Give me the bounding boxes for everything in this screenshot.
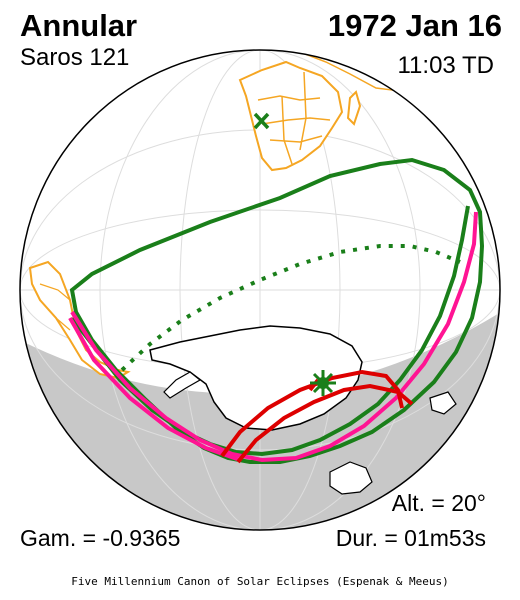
madagascar-land <box>346 90 362 126</box>
footer-credit: Five Millennium Canon of Solar Eclipses … <box>71 575 449 588</box>
africa-land <box>238 60 344 172</box>
saros-series: Saros 121 <box>20 44 130 71</box>
antarctic-peninsula <box>163 371 202 399</box>
south-america-borders <box>39 283 71 331</box>
island-land <box>429 391 457 415</box>
gamma-value: Gam. = -0.9365 <box>20 525 181 551</box>
greatest-eclipse-star-marker <box>310 370 336 396</box>
duration-value: Dur. = 01m53s <box>335 525 486 551</box>
south-america-land <box>28 260 131 380</box>
sunrise-curve-outer <box>220 369 404 458</box>
sun-altitude: Alt. = 20° <box>391 490 486 516</box>
eclipse-date: 1972 Jan 16 <box>327 8 502 43</box>
africa-borders <box>257 71 331 165</box>
australia-land <box>329 461 373 495</box>
penumbra-inner-limit <box>70 205 470 457</box>
subsolar-x-marker <box>253 112 270 130</box>
eclipse-time: 11:03 TD <box>397 52 494 79</box>
eclipse-type: Annular <box>20 8 138 43</box>
central-path-south <box>70 211 478 463</box>
sunrise-curve-inner <box>236 383 414 464</box>
central-path-north <box>68 317 241 462</box>
globe-outline <box>19 49 501 531</box>
